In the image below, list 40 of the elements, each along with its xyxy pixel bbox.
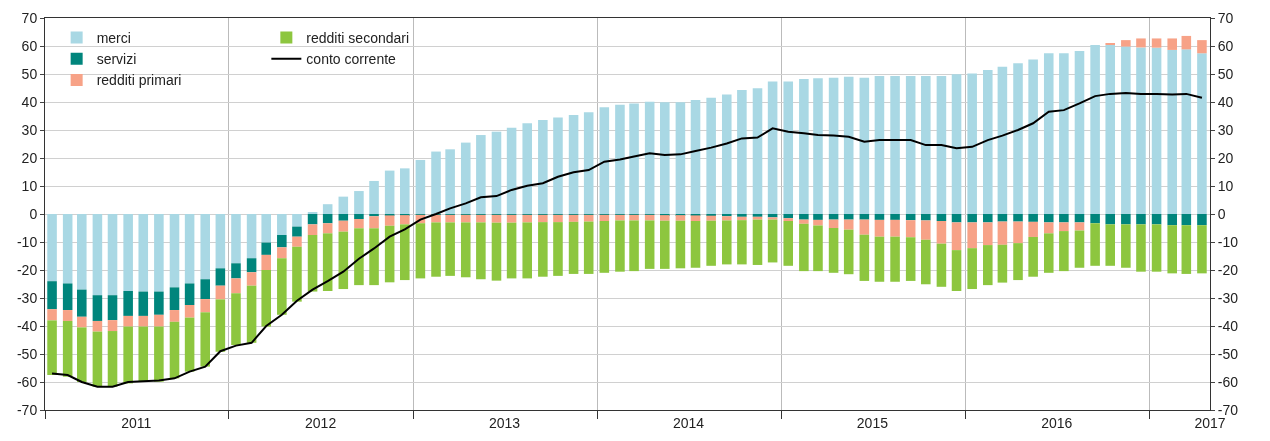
y2-tick-label: -50	[1217, 345, 1239, 362]
y-tick-label: -30	[16, 289, 38, 306]
y2-tick-label: -30	[1217, 289, 1239, 306]
y-tick-label: 10	[21, 177, 38, 194]
y-tick-label: -70	[16, 401, 38, 418]
legend-label: servizi	[96, 51, 137, 68]
x-tick-label: 2011	[121, 414, 152, 431]
legend-label: redditi primari	[96, 72, 182, 89]
y2-tick-label: 30	[1217, 121, 1234, 138]
y-tick-label: 70	[21, 9, 38, 26]
y2-tick-label: -10	[1217, 233, 1239, 250]
x-tick-label: 2016	[1041, 414, 1073, 431]
y2-tick-label: -40	[1217, 317, 1239, 334]
x-tick-label: 2014	[672, 414, 705, 431]
x-tick-label: 2015	[856, 414, 889, 431]
legend-label: merci	[96, 29, 131, 46]
x-tick-label: 2013	[488, 414, 521, 431]
y2-tick-label: -20	[1217, 261, 1239, 278]
y2-tick-label: 0	[1217, 205, 1226, 222]
y2-tick-label: 70	[1217, 9, 1234, 26]
y2-tick-label: 20	[1217, 149, 1234, 166]
y-tick-label: 60	[21, 37, 38, 54]
y-tick-label: 30	[21, 121, 38, 138]
y2-tick-label: 50	[1217, 65, 1234, 82]
y2-tick-label: -60	[1217, 373, 1239, 390]
y2-tick-label: 10	[1217, 177, 1234, 194]
y-tick-label: -20	[16, 261, 38, 278]
y-tick-label: 0	[29, 205, 38, 222]
y-tick-label: -10	[16, 233, 38, 250]
y-tick-label: -40	[16, 317, 38, 334]
y-tick-label: -60	[16, 373, 38, 390]
y-tick-label: -50	[16, 345, 38, 362]
legend-label: conto corrente	[306, 51, 397, 68]
y2-tick-label: 40	[1217, 93, 1234, 110]
legend-label: redditi secondari	[306, 29, 410, 46]
x-tick-label: 2012	[305, 414, 337, 431]
y2-tick-label: 60	[1217, 37, 1234, 54]
y-tick-label: 20	[21, 149, 38, 166]
y-tick-label: 40	[21, 93, 38, 110]
y-tick-label: 50	[21, 65, 38, 82]
